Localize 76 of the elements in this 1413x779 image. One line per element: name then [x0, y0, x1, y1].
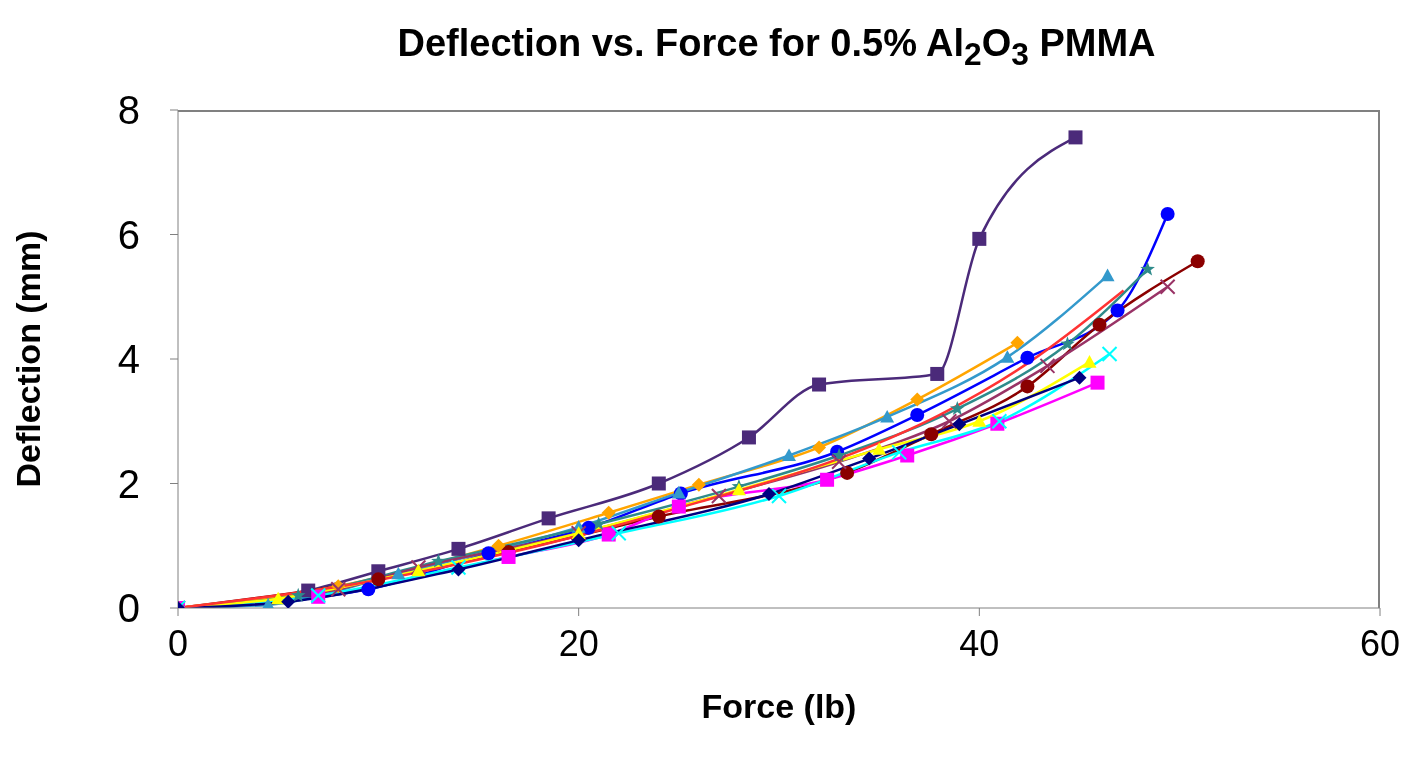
point: [541, 511, 556, 526]
y-axis-title: Deflection (mm): [9, 230, 48, 488]
point: [1100, 268, 1115, 282]
point: [651, 509, 666, 524]
point: [872, 442, 887, 455]
point: [481, 546, 496, 561]
point: [1101, 346, 1118, 363]
point: [812, 440, 827, 455]
point: [862, 451, 877, 466]
y-tick-label: 8: [117, 88, 140, 133]
point: [571, 533, 586, 548]
point: [591, 516, 607, 531]
point: [1090, 375, 1105, 390]
point: [1072, 370, 1087, 385]
point: [281, 594, 296, 608]
x-tick-label: 20: [558, 622, 599, 664]
point: [891, 444, 908, 461]
point: [840, 465, 855, 480]
point: [1000, 350, 1015, 363]
point: [361, 582, 376, 597]
x-tick-label: 40: [959, 622, 1000, 664]
point: [1020, 350, 1035, 365]
point: [410, 559, 427, 576]
point: [1110, 303, 1125, 318]
point: [820, 472, 835, 487]
point: [880, 409, 895, 423]
point: [952, 417, 967, 432]
point: [290, 587, 306, 602]
point: [1140, 261, 1155, 276]
point: [761, 487, 776, 502]
point: [941, 413, 958, 430]
point: [910, 392, 925, 407]
point: [731, 482, 746, 496]
point: [949, 401, 965, 416]
x-tick-label: 0: [167, 622, 189, 664]
point: [782, 448, 797, 462]
x-tick-label: 60: [1359, 622, 1401, 664]
point: [831, 453, 848, 470]
point: [972, 231, 987, 246]
point: [601, 505, 616, 520]
point: [330, 581, 347, 598]
point: [812, 377, 827, 392]
point: [1159, 278, 1176, 295]
point: [501, 549, 516, 564]
point: [691, 477, 706, 492]
point: [1020, 379, 1035, 394]
y-tick-label: 2: [117, 461, 140, 506]
point: [371, 572, 386, 587]
point: [1190, 254, 1205, 269]
point: [910, 408, 925, 423]
point: [741, 430, 756, 445]
point: [1039, 357, 1056, 374]
point: [1160, 206, 1175, 221]
point: [1010, 335, 1025, 350]
x-axis-title: Force (lb): [701, 687, 857, 725]
point: [431, 553, 446, 568]
point: [710, 487, 727, 504]
point: [671, 499, 686, 514]
point: [610, 525, 627, 542]
point: [1082, 355, 1097, 368]
chart-title: Deflection vs. Force for 0.5% Al$_{2}$O$_{3}$ PMMA: [396, 21, 1157, 74]
point: [391, 566, 406, 580]
point: [771, 487, 787, 504]
y-tick-label: 6: [117, 212, 140, 257]
y-tick-label: 0: [117, 586, 140, 631]
point: [924, 427, 939, 442]
point: [651, 476, 666, 491]
point: [930, 366, 945, 381]
point: [972, 414, 987, 427]
point: [1092, 317, 1107, 332]
point: [411, 563, 426, 577]
point: [451, 541, 466, 556]
point: [491, 538, 506, 553]
y-tick-label: 4: [117, 337, 140, 382]
point: [1060, 336, 1075, 351]
point: [1068, 130, 1083, 145]
